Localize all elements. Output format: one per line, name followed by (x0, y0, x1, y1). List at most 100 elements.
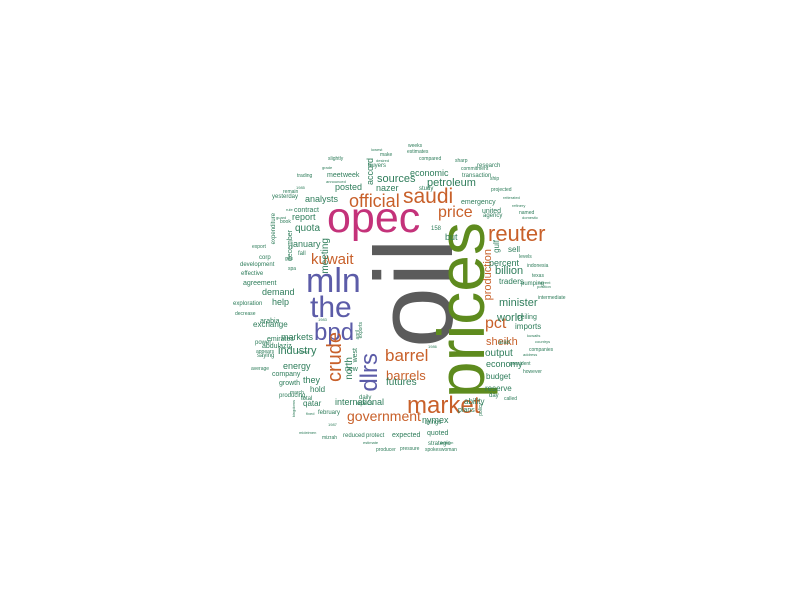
word-protect: protect (366, 433, 385, 439)
word-position: position (537, 284, 551, 289)
word-arab: arab (498, 340, 511, 346)
word-plans: plans (458, 407, 475, 414)
word-corp: corp (259, 255, 271, 261)
word-production: production (482, 249, 494, 301)
word-but: but (445, 232, 458, 242)
word-march: march (290, 390, 304, 396)
word-yesterday: yesterday (272, 194, 299, 200)
word-petroleum: petroleum (427, 177, 476, 189)
word-budget: budget (486, 372, 511, 381)
word-named: named (519, 210, 535, 216)
word-posted: posted (335, 182, 363, 192)
word-development: development (240, 262, 275, 268)
word-billion: billion (495, 265, 524, 277)
word-book: book (280, 219, 291, 225)
word-countrys: countrys (535, 339, 551, 344)
word-brings: brings (425, 420, 442, 426)
word-study: study (419, 186, 434, 192)
word-reiterated: reiterated (503, 195, 520, 200)
word-weeks: weeks (408, 143, 423, 149)
word-ability: ability (464, 397, 485, 406)
word-meet: meet (327, 172, 343, 179)
word-domestic: domestic (522, 215, 539, 220)
word-sheikh: sheikh (486, 336, 518, 348)
word-market: market (407, 392, 481, 419)
word-mln: mln (306, 262, 361, 300)
word-1983: 1983 (318, 317, 327, 322)
word-they: they (303, 375, 321, 385)
word-buyers: buyers (368, 163, 387, 169)
word-company: company (272, 371, 301, 378)
word-slightly: slightly (328, 156, 344, 162)
word-levels: levels (519, 254, 532, 260)
word-total: total (301, 396, 313, 402)
word-report: report (292, 212, 316, 222)
word-desired: desired (376, 158, 390, 163)
word-daily: daily (359, 395, 372, 401)
word-announced: announced (326, 179, 346, 184)
word-percent: percent (489, 258, 520, 268)
word-fixed: fixed (306, 411, 315, 416)
word-international: international (335, 397, 385, 407)
word-mideimen: mideimen (299, 430, 317, 435)
word-hold: hold (310, 385, 326, 394)
word-emergency: emergency (461, 199, 496, 206)
word-opec: opec (327, 194, 421, 242)
word-commitment: commitment (461, 166, 489, 172)
word-growth: growth (279, 380, 301, 387)
word-qatar: qatar (303, 399, 322, 408)
word-agency: agency (483, 213, 503, 219)
word-transaction: transaction (462, 173, 492, 179)
word-opecs: opecs (357, 401, 374, 407)
word-crude: crude (324, 332, 346, 383)
word-fall: fall (298, 251, 306, 257)
word-traders: traders (499, 277, 524, 286)
word-help: help (272, 297, 290, 307)
word-policy: policy (478, 403, 484, 416)
word-remain: remain (283, 189, 299, 195)
word-lowest: lowest (371, 147, 383, 152)
word-texas: texas (532, 273, 544, 279)
word-nymex: nymex (422, 415, 449, 425)
word-economy: economy (486, 359, 523, 369)
word-saying: saying (257, 353, 275, 359)
word-average: average (251, 366, 270, 372)
word-158: 158 (431, 226, 442, 232)
word-west: west (352, 348, 359, 363)
word-producer: producer (376, 447, 396, 453)
word-exchange: exchange (253, 320, 288, 329)
word-gas: gas (285, 256, 294, 262)
word-make: make (380, 152, 393, 158)
word-trading: trading (297, 173, 313, 179)
word-rule: rule (286, 207, 293, 212)
word-sell: sell (508, 245, 521, 254)
word-arabia: arabia (260, 318, 280, 325)
word-pressure: pressure (400, 446, 420, 452)
word-government: government (347, 408, 421, 424)
word-refinery: refinery (512, 203, 526, 208)
word-quoted: quoted (427, 430, 449, 437)
word-kuwait: kuwait (311, 251, 354, 268)
word-january: january (291, 239, 321, 249)
word-abdulaziz: abdulaziz (262, 343, 292, 350)
word-power: power (255, 340, 272, 346)
word-price: price (438, 204, 473, 221)
word-new: new (345, 366, 358, 373)
word-economic: economic (410, 168, 449, 178)
word-research: research (477, 163, 501, 169)
word-guard: guard (276, 215, 287, 220)
word-compared: compared (419, 156, 442, 162)
word-february: february (318, 410, 341, 416)
word-intermediate: intermediate (538, 295, 566, 301)
word-saudi: saudi (403, 185, 454, 208)
word-pct: pct (485, 315, 507, 332)
word-minister: minister (499, 297, 538, 309)
word-producing: producing (279, 393, 306, 399)
word-however: however (523, 369, 542, 375)
word-reduced: reduced (343, 433, 365, 439)
word-energy: energy (283, 361, 311, 371)
word-reserve: reserve (485, 384, 512, 393)
word-expected: expected (392, 432, 421, 439)
word-called: called (504, 396, 518, 402)
